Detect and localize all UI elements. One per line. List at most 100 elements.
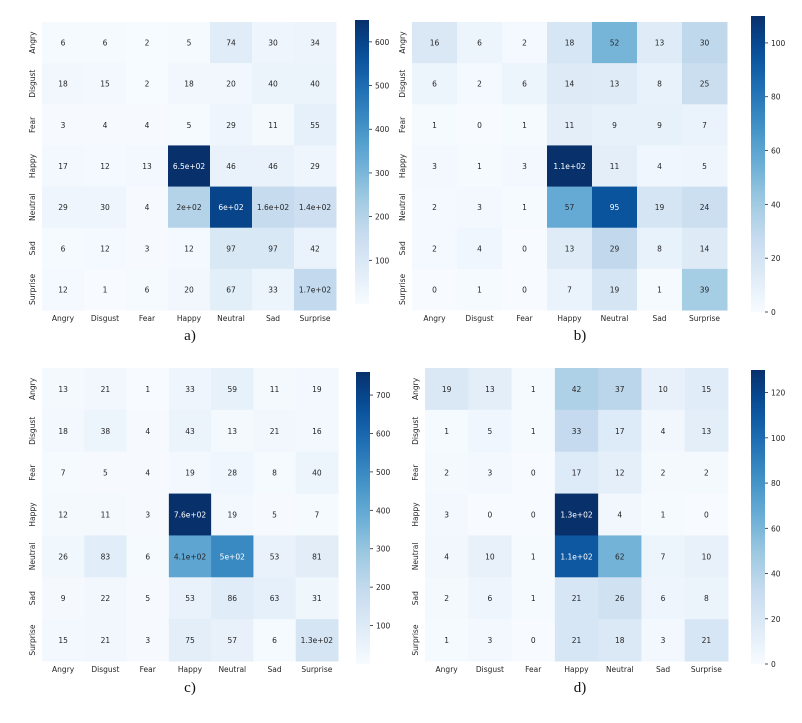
- heatmap-cell: [554, 451, 599, 495]
- heatmap-cell: [425, 619, 469, 662]
- cell-value-label: 1.3e+02: [301, 636, 334, 645]
- y-tick-label: Fear: [28, 464, 37, 481]
- heatmap-cell: [457, 63, 503, 105]
- cell-value-label: 83: [101, 552, 111, 561]
- y-tick-label: Sad: [28, 241, 37, 255]
- cell-value-label: 1: [477, 285, 482, 294]
- y-tick-label: Disgust: [28, 70, 37, 98]
- heatmap-cell: [682, 63, 728, 105]
- cell-value-label: 0: [522, 285, 527, 294]
- cell-value-label: 1: [522, 121, 527, 130]
- cell-value-label: 62: [615, 552, 625, 561]
- heatmap-cell: [126, 186, 169, 229]
- heatmap-cell: [468, 368, 513, 411]
- colorbar-tick-label: 100: [771, 39, 786, 48]
- cell-value-label: 1: [657, 285, 662, 294]
- cell-value-label: 3: [477, 203, 482, 212]
- y-tick-label: Angry: [28, 31, 37, 54]
- cell-value-label: 6: [432, 80, 437, 89]
- cell-value-label: 75: [185, 636, 195, 645]
- colorbar-tick-label: 700: [376, 391, 391, 400]
- cell-value-label: 59: [228, 385, 238, 394]
- x-tick-label: Neutral: [217, 314, 245, 323]
- cell-value-label: 21: [572, 636, 582, 645]
- heatmap-cell: [637, 268, 683, 311]
- cell-value-label: 5: [103, 469, 108, 478]
- cell-value-label: 21: [101, 636, 111, 645]
- y-tick-label: Happy: [28, 502, 37, 527]
- heatmap-cell: [547, 268, 593, 311]
- cell-value-label: 12: [100, 244, 110, 253]
- cell-value-label: 4: [145, 203, 150, 212]
- cell-value-label: 2e+02: [176, 203, 201, 212]
- heatmap-cell: [457, 22, 503, 64]
- heatmap-cell: [592, 268, 638, 311]
- heatmap-cell: [210, 227, 253, 270]
- heatmap-cell: [468, 577, 513, 620]
- heatmap-cell: [554, 619, 599, 662]
- cell-value-label: 21: [101, 385, 111, 394]
- cell-value-label: 95: [610, 203, 620, 212]
- cell-value-label: 18: [58, 80, 68, 89]
- heatmap-cell: [84, 186, 127, 229]
- heatmap-cell: [295, 493, 339, 536]
- cell-value-label: 55: [310, 121, 320, 130]
- heatmap-cell: [252, 104, 295, 146]
- heatmap-cell: [468, 409, 513, 453]
- cell-value-label: 86: [228, 594, 238, 603]
- heatmap-cell: [168, 451, 212, 495]
- heatmap-cell: [294, 186, 337, 229]
- cell-value-label: 97: [226, 244, 236, 253]
- cell-value-label: 40: [310, 80, 320, 89]
- heatmap-cell: [294, 145, 337, 188]
- heatmap-cell: [502, 186, 548, 229]
- heatmap-cell: [126, 368, 170, 411]
- cell-value-label: 29: [226, 121, 236, 130]
- heatmap-cell: [84, 22, 127, 64]
- y-tick-label: Angry: [28, 377, 37, 400]
- colorbar: [751, 16, 765, 312]
- heatmap-cell: [511, 493, 556, 536]
- heatmap-cell: [457, 145, 503, 188]
- cell-value-label: 7: [61, 469, 66, 478]
- cell-value-label: 13: [565, 244, 575, 253]
- cell-value-label: 6: [272, 636, 277, 645]
- heatmap-cell: [42, 368, 85, 411]
- y-tick-label: Fear: [28, 116, 37, 133]
- cell-value-label: 3: [145, 636, 150, 645]
- cell-value-label: 4: [145, 427, 150, 436]
- heatmap-cell: [211, 409, 254, 453]
- cell-value-label: 22: [101, 594, 111, 603]
- heatmap-cell: [425, 493, 469, 536]
- heatmap-cell: [211, 493, 254, 536]
- heatmap-cell: [252, 22, 295, 64]
- colorbar-tick-label: 200: [375, 213, 390, 222]
- heatmap-cell: [412, 145, 458, 188]
- heatmap-cell: [412, 186, 458, 229]
- heatmap-panel-2: 16 6 2 18 52 13 306 2 6 14 13 8 251 0 1 11 9 9 73 1 3 1.1e+02…: [398, 16, 786, 344]
- cell-value-label: 5: [187, 121, 192, 130]
- cell-value-label: 1: [661, 511, 666, 520]
- cell-value-label: 0: [432, 285, 437, 294]
- cell-value-label: 3: [488, 469, 493, 478]
- heatmap-cell: [210, 63, 253, 105]
- heatmap-cell: [252, 145, 295, 188]
- colorbar: [356, 372, 370, 664]
- cell-value-label: 3: [145, 511, 150, 520]
- y-tick-label: Happy: [398, 153, 407, 178]
- cell-value-label: 11: [610, 162, 620, 171]
- y-tick-label: Surprise: [28, 624, 37, 655]
- heatmap-cell: [511, 409, 556, 453]
- heatmap-cell: [295, 619, 339, 662]
- heatmap-cell: [425, 577, 469, 620]
- y-tick-label: Disgust: [28, 417, 37, 445]
- cell-value-label: 53: [185, 594, 195, 603]
- heatmap-cell: [468, 619, 513, 662]
- y-tick-label: Sad: [411, 591, 420, 605]
- heatmap-cell: [682, 268, 728, 311]
- cell-value-label: 8: [704, 594, 709, 603]
- cell-value-label: 74: [226, 39, 236, 48]
- cell-value-label: 19: [610, 285, 620, 294]
